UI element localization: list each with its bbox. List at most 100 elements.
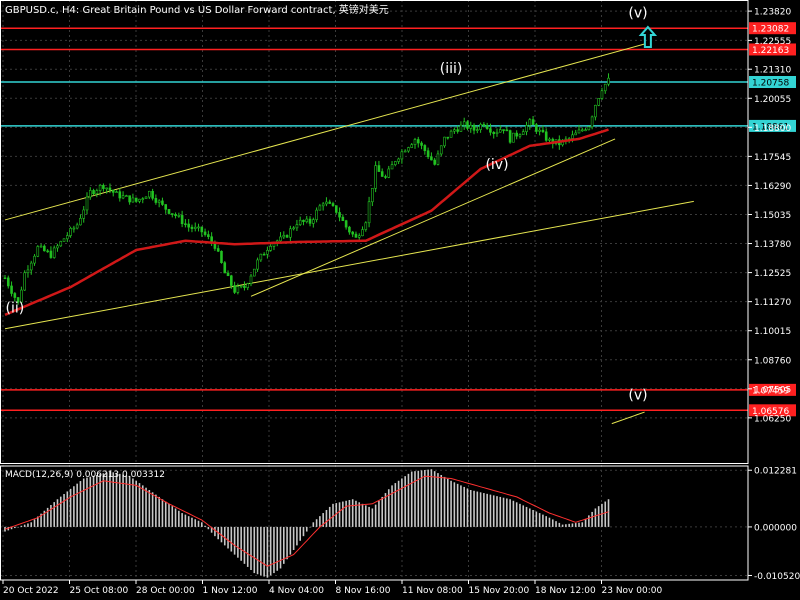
candle-body (239, 285, 243, 288)
candle-body (423, 145, 427, 152)
candle-body (541, 129, 545, 133)
time-tick-label: 28 Oct 00:00 (136, 586, 195, 596)
candle-body (144, 196, 148, 199)
macd-bar (37, 516, 39, 527)
macd-bar (312, 522, 315, 527)
candle-body (603, 83, 607, 92)
price-axis: 1.23082 1.22163 1.20758 1.18861 1.07459 1.065… (748, 8, 796, 424)
candle-body (282, 235, 286, 238)
macd-bar (397, 480, 400, 527)
candle-body (16, 297, 20, 303)
time-tick-label: 1 Nov 12:00 (203, 586, 258, 596)
macd-bar (260, 526, 262, 576)
candle-body (387, 168, 391, 178)
candle-body (472, 124, 476, 131)
up-arrow-marker[interactable] (638, 25, 658, 49)
candle-body (548, 138, 551, 141)
macd-bar (486, 493, 488, 527)
candle-body (479, 124, 482, 130)
level-price-tag (749, 75, 796, 88)
candle-body (338, 212, 341, 218)
candle-body (433, 159, 436, 165)
candle-body (138, 198, 141, 202)
macd-bar (279, 526, 282, 569)
macd-bar (141, 485, 144, 527)
macd-bar (417, 470, 420, 527)
macd-bar (283, 526, 285, 564)
candle-body (482, 124, 486, 126)
candle-body (521, 131, 525, 135)
trendline (611, 411, 645, 425)
macd-bar (128, 476, 131, 527)
candle-body (436, 153, 440, 165)
candle-body (571, 134, 574, 139)
candle-body (52, 247, 56, 258)
macd-bar (148, 490, 151, 527)
macd-bar (82, 478, 85, 527)
macd-bar (456, 483, 459, 527)
candle-body (236, 286, 240, 293)
candle-body (36, 246, 40, 257)
level-price-tag (749, 404, 796, 417)
candle-body (43, 245, 46, 252)
candle-body (69, 228, 72, 236)
time-axis: 20 Oct 2022 25 Oct 08:00 28 Oct 00:00 1 Nov… (2, 580, 662, 596)
chart-frame (0, 0, 749, 581)
macd-bar (76, 483, 78, 527)
candle-body (184, 223, 187, 226)
macd-bar (69, 488, 72, 527)
horizontal-levels[interactable] (0, 27, 748, 412)
wave-label: (iv) (485, 157, 508, 173)
candle-body (498, 129, 502, 133)
macd-bar (115, 473, 118, 527)
candle-body (187, 223, 190, 228)
candle-body (535, 124, 538, 132)
macd-bar (191, 517, 193, 527)
macd-bar (447, 478, 449, 527)
candle-body (443, 136, 446, 147)
macd-bar (246, 526, 249, 567)
candle-body (505, 129, 509, 132)
macd-bar (519, 503, 521, 527)
candle-body (49, 250, 53, 258)
candle-body (531, 119, 535, 125)
candle-body (115, 191, 118, 194)
candle-body (207, 234, 210, 238)
macd-bar (328, 506, 331, 527)
level-price-label: 1.06576 (752, 407, 789, 417)
candle-body (384, 176, 387, 178)
macd-bar (187, 516, 190, 527)
macd-signal-line (4, 475, 609, 567)
candle-body (256, 259, 259, 270)
macd-bar (174, 508, 177, 527)
macd-bar (59, 496, 62, 527)
macd-bar (535, 511, 538, 527)
macd-bar (348, 500, 351, 527)
candle-body (594, 104, 597, 118)
candle-body (413, 139, 417, 145)
macd-bar (509, 499, 511, 527)
candle-body (377, 165, 381, 172)
candle-body (230, 275, 233, 286)
candle-body (174, 214, 177, 217)
macd-bar (184, 514, 187, 527)
level-price-label: 1.18861 (752, 122, 789, 132)
macd-bar (201, 522, 203, 527)
candle-body (315, 209, 318, 220)
macd-bar (499, 496, 502, 527)
candle-body (466, 121, 469, 129)
trendlines[interactable] (4, 43, 694, 425)
macd-bar (427, 469, 429, 527)
level-price-label: 1.23082 (752, 25, 789, 35)
candle-body (580, 129, 584, 132)
macd-bar (522, 505, 525, 527)
candle-body (59, 241, 63, 247)
macd-bar (496, 496, 498, 527)
candle-body (518, 134, 522, 137)
macd-bar (145, 487, 147, 527)
candle-body (469, 124, 473, 129)
candle-body (279, 236, 282, 242)
candle-body (33, 255, 36, 264)
macd-bar (433, 471, 436, 527)
